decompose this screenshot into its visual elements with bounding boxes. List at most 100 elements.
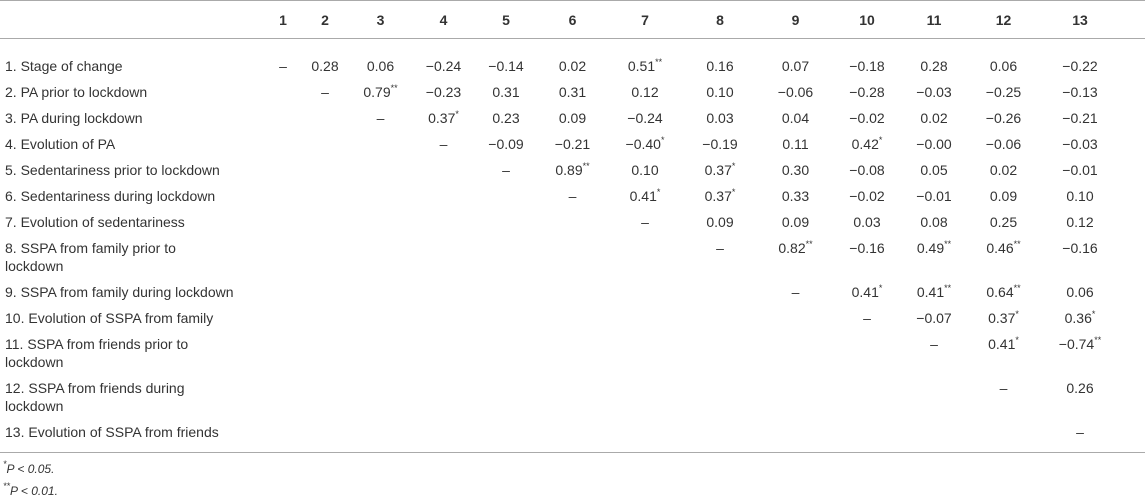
cell <box>349 419 412 453</box>
cell <box>608 235 682 279</box>
row-label: 9. SSPA from family during lockdown <box>5 284 234 300</box>
cell <box>758 419 833 453</box>
cell <box>475 419 537 453</box>
cell: 0.12 <box>1066 214 1094 230</box>
cell-value: 0.41 <box>916 284 945 300</box>
cell: −0.14 <box>488 58 524 74</box>
cell <box>265 235 301 279</box>
cell-value: −0.40 <box>625 136 661 152</box>
cell <box>349 305 412 331</box>
cell: −0.02 <box>849 188 885 204</box>
cell: 0.10 <box>706 84 734 100</box>
cell-value: 0.79 <box>363 84 391 100</box>
row-label: 10. Evolution of SSPA from family <box>5 310 214 326</box>
cell: −0.24 <box>425 58 462 74</box>
footnote: *P < 0.05. <box>3 458 1145 480</box>
cell <box>758 375 833 419</box>
cell: 0.09 <box>781 214 810 230</box>
cell: 0.79** <box>349 79 412 105</box>
cell <box>608 279 682 305</box>
table-row: 12. SSPA from friends during lockdown – 0.… <box>0 375 1145 419</box>
significance: ** <box>944 283 952 293</box>
cell <box>608 305 682 331</box>
cell <box>475 183 537 209</box>
cell <box>301 331 349 375</box>
cell: 0.41* <box>967 331 1040 375</box>
cell <box>537 331 608 375</box>
cell: 0.26 <box>1066 380 1094 396</box>
cell <box>265 305 301 331</box>
cell: – <box>439 136 448 152</box>
cell <box>682 305 758 331</box>
cell: −0.06 <box>985 136 1022 152</box>
column-header: 7 <box>641 11 649 28</box>
significance: ** <box>1013 283 1021 293</box>
table-row: 3. PA during lockdown – 0.37* 0.23 0.09 −0.24… <box>0 105 1145 131</box>
cell: 0.08 <box>920 214 948 230</box>
footnotes: *P < 0.05. **P < 0.01. <box>0 453 1145 502</box>
cell: – <box>279 58 287 74</box>
column-header: 4 <box>439 11 448 28</box>
cell: 0.37* <box>967 305 1040 331</box>
cell <box>901 419 967 453</box>
cell <box>349 375 412 419</box>
cell-value: 0.37 <box>428 110 456 126</box>
table-row: 13. Evolution of SSPA from friends – <box>0 419 1145 453</box>
cell <box>682 279 758 305</box>
cell <box>412 209 475 235</box>
cell-value: 0.41 <box>629 188 657 204</box>
cell: 0.03 <box>853 214 881 230</box>
row-label: 2. PA prior to lockdown <box>5 84 148 100</box>
cell: 0.30 <box>781 162 810 178</box>
cell <box>475 375 537 419</box>
cell-value: 0.41 <box>988 336 1016 352</box>
cell: −0.25 <box>985 84 1022 100</box>
cell <box>265 419 301 453</box>
row-label: 8. SSPA from family prior to lockdown <box>5 240 176 274</box>
cell: −0.01 <box>916 188 952 204</box>
cell: 0.51** <box>608 39 682 80</box>
cell <box>682 419 758 453</box>
cell <box>412 157 475 183</box>
cell: 0.06 <box>1066 284 1094 300</box>
cell <box>265 131 301 157</box>
footnote-text: P < 0.01. <box>10 484 58 498</box>
table-body: 1. Stage of change – 0.28 0.06 −0.24 −0.14 0.0… <box>0 39 1145 453</box>
cell <box>265 209 301 235</box>
cell: 0.28 <box>920 58 948 74</box>
cell: −0.23 <box>425 84 462 100</box>
cell <box>349 279 412 305</box>
cell: 0.10 <box>631 162 659 178</box>
significance: ** <box>582 161 590 171</box>
cell: 0.02 <box>558 58 587 74</box>
cell-value: 0.41 <box>851 284 879 300</box>
column-header: 12 <box>995 11 1012 28</box>
cell: – <box>1076 424 1084 440</box>
cell <box>412 279 475 305</box>
row-label: 7. Evolution of sedentariness <box>5 214 185 230</box>
cell: 0.41** <box>901 279 967 305</box>
cell <box>301 209 349 235</box>
cell: −0.01 <box>1062 162 1098 178</box>
cell <box>412 375 475 419</box>
row-label: 6. Sedentariness during lockdown <box>5 188 216 204</box>
table-row: 9. SSPA from family during lockdown – 0.41… <box>0 279 1145 305</box>
cell <box>537 235 608 279</box>
column-header: 11 <box>926 11 942 28</box>
cell <box>475 279 537 305</box>
cell <box>608 375 682 419</box>
cell <box>265 105 301 131</box>
significance: * <box>1015 309 1019 319</box>
cell: −0.18 <box>849 58 885 74</box>
cell: 0.09 <box>558 110 587 126</box>
cell: −0.28 <box>849 84 885 100</box>
cell: – <box>641 214 649 230</box>
cell: 0.11 <box>782 136 809 152</box>
significance: * <box>878 135 883 145</box>
cell <box>265 331 301 375</box>
significance: ** <box>1013 239 1021 249</box>
cell <box>265 183 301 209</box>
significance: * <box>878 283 883 293</box>
cell <box>301 235 349 279</box>
